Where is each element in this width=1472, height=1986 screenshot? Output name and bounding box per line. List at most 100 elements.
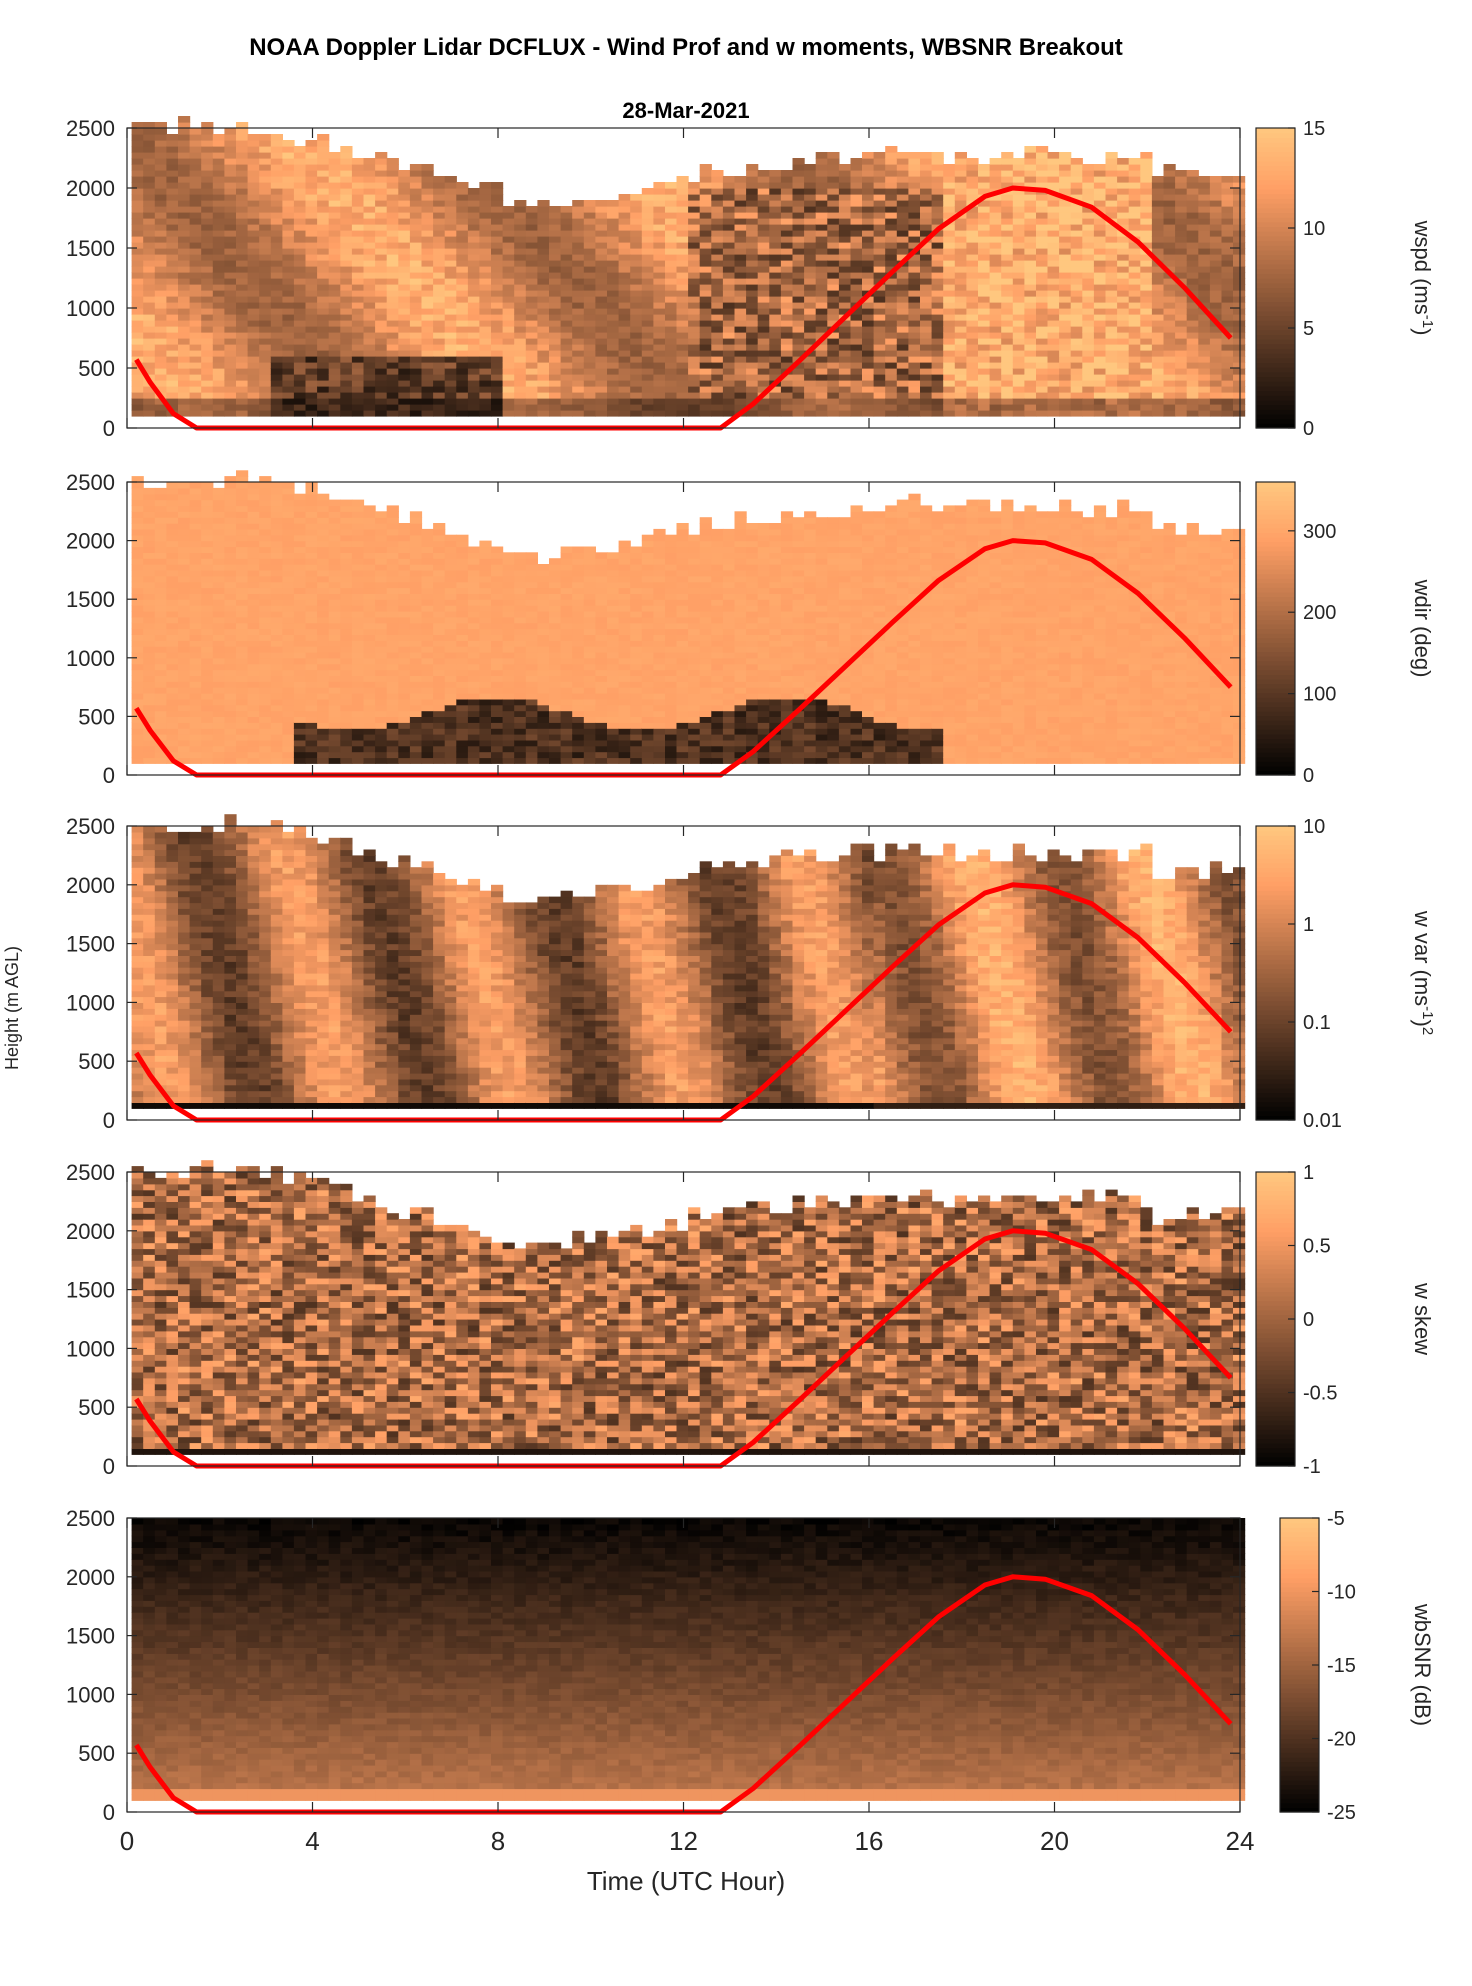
- heatmap-cell: [873, 176, 886, 183]
- heatmap-cell: [537, 242, 550, 249]
- heatmap-cell: [804, 260, 817, 267]
- heatmap-cell: [456, 236, 469, 243]
- heatmap-cell: [676, 206, 689, 213]
- heatmap-cell: [270, 616, 283, 624]
- heatmap-cell: [908, 200, 921, 207]
- heatmap-cell: [815, 320, 828, 327]
- heatmap-cell: [1070, 188, 1083, 195]
- heatmap-cell: [908, 326, 921, 333]
- heatmap-cell: [1198, 254, 1211, 261]
- heatmap-cell: [1209, 278, 1223, 285]
- heatmap-cell: [293, 182, 307, 189]
- heatmap-cell: [572, 308, 585, 315]
- colorbar-swatch: [1256, 343, 1295, 349]
- heatmap-cell: [259, 505, 272, 512]
- heatmap-cell: [1163, 326, 1176, 333]
- heatmap-cell: [966, 326, 979, 333]
- heatmap-cell: [201, 230, 214, 237]
- heatmap-cell: [433, 224, 446, 231]
- heatmap-cell: [293, 188, 307, 195]
- heatmap-cell: [351, 404, 365, 411]
- heatmap-cell: [386, 302, 399, 309]
- heatmap-cell: [954, 338, 967, 345]
- heatmap-cell: [189, 362, 202, 369]
- heatmap-cell: [154, 350, 167, 357]
- heatmap-cell: [189, 681, 202, 688]
- heatmap-cell: [375, 284, 388, 291]
- heatmap-cell: [989, 404, 1002, 411]
- heatmap-cell: [1117, 158, 1130, 165]
- heatmap-cell: [850, 338, 863, 345]
- heatmap-cell: [236, 669, 249, 676]
- heatmap-cell: [201, 404, 214, 411]
- heatmap-cell: [328, 326, 341, 333]
- heatmap-cell: [270, 622, 283, 630]
- heatmap-cell: [178, 745, 191, 753]
- heatmap-cell: [456, 374, 469, 381]
- heatmap-cell: [212, 552, 225, 559]
- heatmap-cell: [560, 392, 573, 399]
- heatmap-cell: [293, 757, 307, 764]
- heatmap-cell: [270, 511, 283, 518]
- heatmap-cell: [827, 296, 840, 303]
- heatmap-cell: [375, 320, 388, 327]
- heatmap-cell: [1012, 260, 1025, 267]
- heatmap-cell: [722, 200, 736, 207]
- heatmap-cell: [131, 587, 144, 594]
- heatmap-cell: [1059, 290, 1072, 297]
- heatmap-cell: [549, 404, 562, 411]
- heatmap-cell: [351, 266, 365, 273]
- heatmap-cell: [224, 386, 237, 393]
- heatmap-cell: [236, 728, 249, 735]
- heatmap-cell: [421, 254, 434, 261]
- heatmap-cell: [873, 224, 886, 231]
- heatmap-cell: [293, 593, 307, 600]
- heatmap-cell: [317, 212, 330, 219]
- heatmap-cell: [1001, 386, 1014, 393]
- heatmap-cell: [317, 158, 330, 165]
- heatmap-cell: [247, 739, 260, 747]
- heatmap-cell: [1117, 194, 1130, 201]
- heatmap-cell: [154, 651, 167, 659]
- heatmap-cell: [978, 374, 991, 381]
- heatmap-cell: [247, 224, 260, 231]
- heatmap-cell: [293, 575, 307, 583]
- colorbar-tick-label: 0: [1303, 418, 1314, 440]
- heatmap-cell: [236, 134, 249, 141]
- heatmap-cell: [1151, 404, 1165, 411]
- heatmap-cell: [247, 380, 260, 387]
- heatmap-cell: [769, 170, 782, 177]
- heatmap-cell: [1186, 326, 1199, 333]
- heatmap-cell: [514, 302, 527, 309]
- heatmap-cell: [688, 284, 701, 291]
- heatmap-cell: [1128, 338, 1141, 345]
- heatmap-cell: [224, 587, 237, 594]
- colorbar-swatch: [1256, 217, 1295, 223]
- heatmap-cell: [305, 176, 318, 183]
- heatmap-cell: [630, 344, 643, 351]
- heatmap-cell: [792, 158, 805, 165]
- heatmap-cell: [189, 523, 202, 530]
- heatmap-cell: [282, 212, 295, 219]
- heatmap-cell: [1163, 266, 1176, 273]
- heatmap-cell: [154, 587, 167, 594]
- heatmap-cell: [178, 338, 191, 345]
- heatmap-cell: [722, 302, 736, 309]
- heatmap-cell: [1036, 236, 1049, 243]
- heatmap-cell: [421, 374, 434, 381]
- heatmap-cell: [479, 338, 492, 345]
- heatmap-cell: [1105, 170, 1118, 177]
- heatmap-cell: [583, 284, 596, 291]
- heatmap-cell: [618, 290, 631, 297]
- heatmap-cell: [328, 734, 341, 741]
- heatmap-cell: [143, 272, 156, 279]
- heatmap-cell: [293, 728, 307, 735]
- heatmap-cell: [1221, 338, 1234, 345]
- heatmap-cell: [850, 266, 863, 273]
- heatmap-cell: [166, 362, 179, 369]
- heatmap-cell: [1198, 206, 1211, 213]
- heatmap-cell: [178, 558, 191, 565]
- heatmap-cell: [665, 260, 678, 267]
- heatmap-cell: [746, 380, 759, 387]
- heatmap-cell: [699, 338, 712, 345]
